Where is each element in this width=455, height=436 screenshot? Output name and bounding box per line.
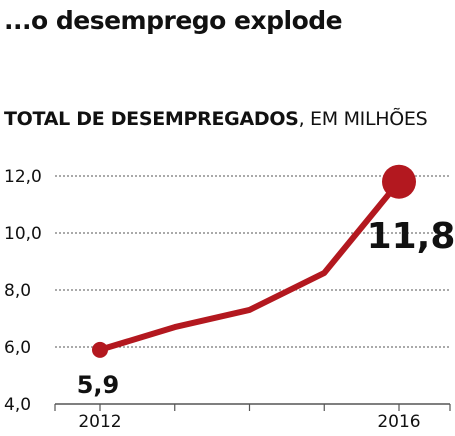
subtitle-unit: , EM MILHÕES (298, 108, 428, 130)
x-tick-label: 2016 (377, 412, 420, 432)
x-tick-label: 2012 (78, 412, 121, 432)
series-layer (92, 164, 416, 358)
y-tick-label: 12,0 (4, 167, 42, 187)
end-value-label: 11,8 (367, 216, 455, 257)
y-tick-label: 10,0 (4, 224, 42, 244)
start-point-marker (92, 341, 108, 358)
y-tick-label: 8,0 (4, 281, 31, 301)
x-axis-ticks: 2012 2016 (54, 404, 451, 432)
data-labels: 5,9 11,8 (77, 216, 455, 399)
grid-layer (55, 175, 450, 405)
y-tick-label: 6,0 (4, 338, 31, 358)
headline: ...o desemprego explode (4, 6, 343, 35)
subtitle-main: TOTAL DE DESEMPREGADOS (4, 108, 299, 130)
y-tick-labels: 4,0 6,0 8,0 10,0 12,0 (4, 167, 42, 415)
end-point-marker (382, 164, 416, 199)
series-line (97, 178, 402, 353)
y-tick-label: 4,0 (4, 395, 31, 415)
chart-subtitle: TOTAL DE DESEMPREGADOS, EM MILHÕES (4, 108, 428, 130)
start-value-label: 5,9 (77, 371, 120, 399)
